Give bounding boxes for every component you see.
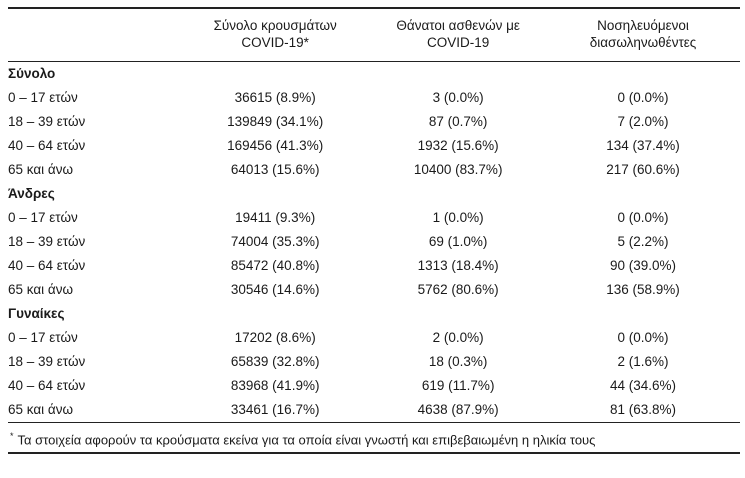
table-row: 0 – 17 ετών 19411 (9.3%) 1 (0.0%) 0 (0.0…: [8, 206, 740, 230]
cases-value: 36615 (8.9%): [234, 90, 316, 105]
age-group-label: 40 – 64 ετών: [8, 138, 86, 153]
header-row: Σύνολο κρουσμάτων COVID-19* Θάνατοι ασθε…: [8, 8, 740, 62]
section-row-men: Άνδρες: [8, 182, 740, 206]
table-row: 18 – 39 ετών 139849 (34.1%) 87 (0.7%) 7 …: [8, 110, 740, 134]
cases-value: 169456 (41.3%): [227, 138, 324, 153]
cases-value: 83968 (41.9%): [230, 378, 320, 393]
table-row: 0 – 17 ετών 36615 (8.9%) 3 (0.0%) 0 (0.0…: [8, 86, 740, 110]
table-row: 18 – 39 ετών 65839 (32.8%) 18 (0.3%) 2 (…: [8, 350, 740, 374]
deaths-value: 87 (0.7%): [428, 114, 488, 129]
footnote-text: Τα στοιχεία αφορούν τα κρούσματα εκείνα …: [17, 432, 596, 448]
table-row: 18 – 39 ετών 74004 (35.3%) 69 (1.0%) 5 (…: [8, 230, 740, 254]
intubated-value: 0 (0.0%): [617, 90, 669, 105]
cases-value: 19411 (9.3%): [235, 210, 316, 225]
intubated-value: 136 (58.9%): [606, 282, 680, 297]
table-row: 40 – 64 ετών 83968 (41.9%) 619 (11.7%) 4…: [8, 374, 740, 398]
deaths-value: 1 (0.0%): [432, 210, 484, 225]
table-row: 65 και άνω 30546 (14.6%) 5762 (80.6%) 13…: [8, 278, 740, 302]
section-row-total: Σύνολο: [8, 62, 740, 87]
covid-statistics-table: Σύνολο κρουσμάτων COVID-19* Θάνατοι ασθε…: [8, 7, 740, 422]
col-header-total-cases: Σύνολο κρουσμάτων COVID-19*: [180, 8, 371, 62]
deaths-value: 4638 (87.9%): [417, 402, 499, 417]
intubated-value: 2 (1.6%): [617, 354, 669, 369]
deaths-value: 2 (0.0%): [432, 330, 484, 345]
age-group-label: 0 – 17 ετών: [8, 210, 78, 225]
deaths-value: 10400 (83.7%): [413, 162, 503, 177]
table-row: 40 – 64 ετών 85472 (40.8%) 1313 (18.4%) …: [8, 254, 740, 278]
deaths-value: 1313 (18.4%): [417, 258, 499, 273]
intubated-value: 217 (60.6%): [606, 162, 680, 177]
section-label: Σύνολο: [8, 66, 56, 81]
intubated-value: 7 (2.0%): [617, 114, 669, 129]
cases-value: 74004 (35.3%): [230, 234, 320, 249]
intubated-value: 0 (0.0%): [617, 210, 669, 225]
cases-value: 33461 (16.7%): [230, 402, 320, 417]
section-row-women: Γυναίκες: [8, 302, 740, 326]
col-header-line: Θάνατοι ασθενών με: [396, 18, 520, 33]
age-group-label: 18 – 39 ετών: [8, 234, 86, 249]
age-group-label: 65 και άνω: [8, 282, 74, 297]
deaths-value: 18 (0.3%): [428, 354, 488, 369]
table-row: 65 και άνω 33461 (16.7%) 4638 (87.9%) 81…: [8, 398, 740, 422]
cases-value: 85472 (40.8%): [230, 258, 320, 273]
deaths-value: 69 (1.0%): [428, 234, 488, 249]
age-group-label: 0 – 17 ετών: [8, 90, 78, 105]
cases-value: 64013 (15.6%): [230, 162, 320, 177]
col-header-line: Σύνολο κρουσμάτων: [213, 18, 337, 33]
intubated-value: 90 (39.0%): [609, 258, 677, 273]
page-content: Σύνολο κρουσμάτων COVID-19* Θάνατοι ασθε…: [8, 7, 740, 455]
age-group-label: 18 – 39 ετών: [8, 354, 86, 369]
deaths-value: 5762 (80.6%): [417, 282, 499, 297]
age-group-label: 18 – 39 ετών: [8, 114, 86, 129]
corner-cell: [8, 8, 181, 62]
age-group-label: 0 – 17 ετών: [8, 330, 78, 345]
col-header-deaths: Θάνατοι ασθενών με COVID-19: [370, 8, 546, 62]
age-group-label: 40 – 64 ετών: [8, 378, 86, 393]
table-row: 0 – 17 ετών 17202 (8.6%) 2 (0.0%) 0 (0.0…: [8, 326, 740, 350]
col-header-line: Νοσηλευόμενοι: [597, 18, 689, 33]
cases-value: 139849 (34.1%): [227, 114, 324, 129]
col-header-line: διασωληνωθέντες: [589, 35, 697, 50]
deaths-value: 619 (11.7%): [421, 378, 495, 393]
deaths-value: 3 (0.0%): [432, 90, 484, 105]
cases-value: 17202 (8.6%): [234, 330, 316, 345]
section-label: Άνδρες: [8, 186, 55, 201]
col-header-intubated: Νοσηλευόμενοι διασωληνωθέντες: [546, 8, 740, 62]
age-group-label: 65 και άνω: [8, 402, 74, 417]
section-label: Γυναίκες: [8, 306, 65, 321]
age-group-label: 40 – 64 ετών: [8, 258, 86, 273]
footnote: * Τα στοιχεία αφορούν τα κρούσματα εκείνα…: [8, 422, 740, 455]
intubated-value: 134 (37.4%): [606, 138, 680, 153]
intubated-value: 44 (34.6%): [609, 378, 677, 393]
col-header-line: COVID-19: [427, 35, 490, 50]
intubated-value: 0 (0.0%): [617, 330, 669, 345]
age-group-label: 65 και άνω: [8, 162, 74, 177]
intubated-value: 5 (2.2%): [617, 234, 669, 249]
cases-value: 65839 (32.8%): [230, 354, 320, 369]
cases-value: 30546 (14.6%): [230, 282, 320, 297]
deaths-value: 1932 (15.6%): [417, 138, 499, 153]
col-header-line: COVID-19*: [241, 35, 309, 50]
footnote-asterisk: *: [10, 431, 14, 441]
table-row: 40 – 64 ετών 169456 (41.3%) 1932 (15.6%)…: [8, 134, 740, 158]
table-row: 65 και άνω 64013 (15.6%) 10400 (83.7%) 2…: [8, 158, 740, 182]
intubated-value: 81 (63.8%): [609, 402, 677, 417]
